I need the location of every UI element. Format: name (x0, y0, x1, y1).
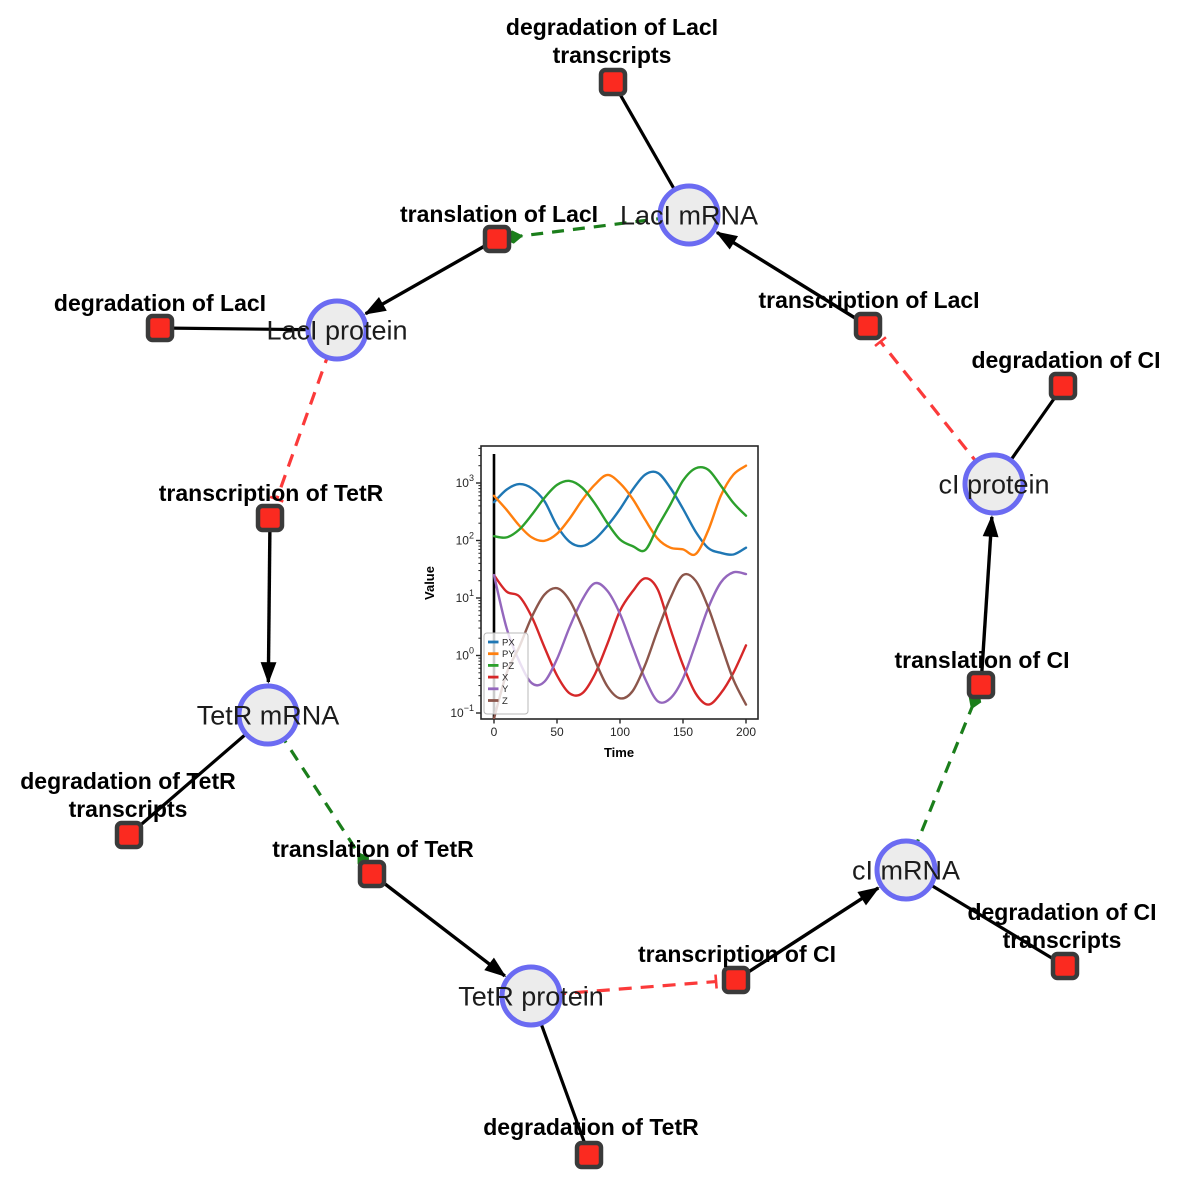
reaction-label-tx-laci: transcription of LacI (758, 287, 979, 313)
reaction-label-deg-tetr-transcripts: transcripts (69, 796, 188, 822)
reaction-node-tx-tetr[interactable] (255, 503, 285, 533)
series-curve-PZ (492, 466, 748, 553)
reaction-label-transl-tetr: translation of TetR (272, 836, 474, 862)
reaction-label-tx-tetr: transcription of TetR (159, 480, 384, 506)
species-node-laci-protein[interactable] (305, 298, 369, 362)
species-node-ci-protein[interactable] (962, 452, 1026, 516)
x-tick-label: 200 (736, 725, 756, 739)
labels-layer: degradation of LacItranscriptstranslatio… (20, 14, 1160, 1140)
edge-tx-tetr--tetr-mrna (260, 517, 277, 684)
reaction-node-tx-ci[interactable] (721, 965, 751, 995)
reaction-label-transl-ci: translation of CI (894, 647, 1069, 673)
legend-label-PZ: PZ (502, 661, 514, 672)
series-curve-X (492, 573, 748, 706)
reaction-label-deg-laci: degradation of LacI (54, 290, 266, 316)
edge-tx-laci--laci-mrna (715, 230, 869, 328)
species-node-ci-mrna[interactable] (874, 838, 938, 902)
series-curve-Y (492, 570, 748, 704)
species-label-tetr-protein: TetR protein (458, 982, 604, 1012)
x-tick-label: 150 (673, 725, 693, 739)
species-node-tetr-protein[interactable] (499, 964, 563, 1028)
reaction-label-deg-tetr-transcripts: degradation of TetR (20, 768, 236, 794)
x-tick-label: 50 (550, 725, 564, 739)
reaction-node-transl-ci[interactable] (966, 670, 996, 700)
reaction-node-deg-tetr-transcripts[interactable] (114, 820, 144, 850)
series-curve-PY (492, 464, 748, 557)
legend-label-Y: Y (502, 684, 509, 695)
legend-label-X: X (502, 673, 509, 684)
reaction-label-deg-ci-transcripts: degradation of CI (967, 899, 1156, 925)
edge-transl-tetr--tetr-protein (370, 872, 507, 978)
reaction-node-deg-ci-transcripts[interactable] (1050, 951, 1080, 981)
reaction-label-deg-laci-transcripts: degradation of LacI (506, 14, 718, 40)
reaction-label-deg-tetr: degradation of TetR (483, 1114, 699, 1140)
species-label-laci-protein: LacI protein (266, 316, 407, 346)
timecourse-plot: 0 50 100 150 20010310210110010−1TimeValuePXP… (422, 445, 759, 760)
reaction-label-transl-laci: translation of LacI (400, 201, 598, 227)
reaction-node-transl-tetr[interactable] (357, 859, 387, 889)
reaction-node-deg-ci[interactable] (1048, 371, 1078, 401)
x-tick-label: 0 (491, 725, 498, 739)
species-node-laci-mrna[interactable] (657, 183, 721, 247)
species-label-tetr-mrna: TetR mRNA (197, 701, 340, 731)
reaction-node-deg-laci-transcripts[interactable] (598, 67, 628, 97)
reaction-label-deg-ci-transcripts: transcripts (1003, 927, 1122, 953)
y-axis-title: Value (422, 566, 437, 600)
reaction-node-deg-tetr[interactable] (574, 1140, 604, 1170)
reaction-node-tx-laci[interactable] (853, 311, 883, 341)
reaction-label-tx-ci: transcription of CI (638, 941, 836, 967)
species-label-ci-protein: cI protein (938, 470, 1049, 500)
legend-label-PX: PX (502, 637, 515, 648)
edge-transl-ci--ci-protein (979, 515, 999, 686)
edge-transl-laci--laci-protein (364, 237, 498, 316)
reaction-label-deg-laci-transcripts: transcripts (553, 42, 672, 68)
nodes-layer (114, 67, 1080, 1170)
edge-tx-ci--ci-mrna (735, 886, 880, 982)
y-tick-label: 102 (456, 531, 474, 548)
species-node-tetr-mrna[interactable] (236, 683, 300, 747)
legend-label-PY: PY (502, 649, 515, 660)
y-tick-label: 101 (456, 588, 474, 605)
species-label-laci-mrna: LacI mRNA (620, 201, 758, 231)
y-tick-label: 103 (456, 473, 474, 490)
reaction-label-deg-ci: degradation of CI (971, 347, 1160, 373)
x-axis-title: Time (604, 745, 634, 760)
x-tick-label: 100 (610, 725, 630, 739)
legend-label-Z: Z (502, 696, 508, 707)
series-curve-PX (492, 470, 748, 556)
y-tick-label: 10−1 (450, 703, 474, 720)
reaction-node-transl-laci[interactable] (482, 224, 512, 254)
series-curve-Z (492, 572, 748, 719)
reaction-node-deg-laci[interactable] (145, 313, 175, 343)
species-label-ci-mrna: cI mRNA (852, 856, 960, 886)
y-tick-label: 100 (456, 646, 474, 663)
